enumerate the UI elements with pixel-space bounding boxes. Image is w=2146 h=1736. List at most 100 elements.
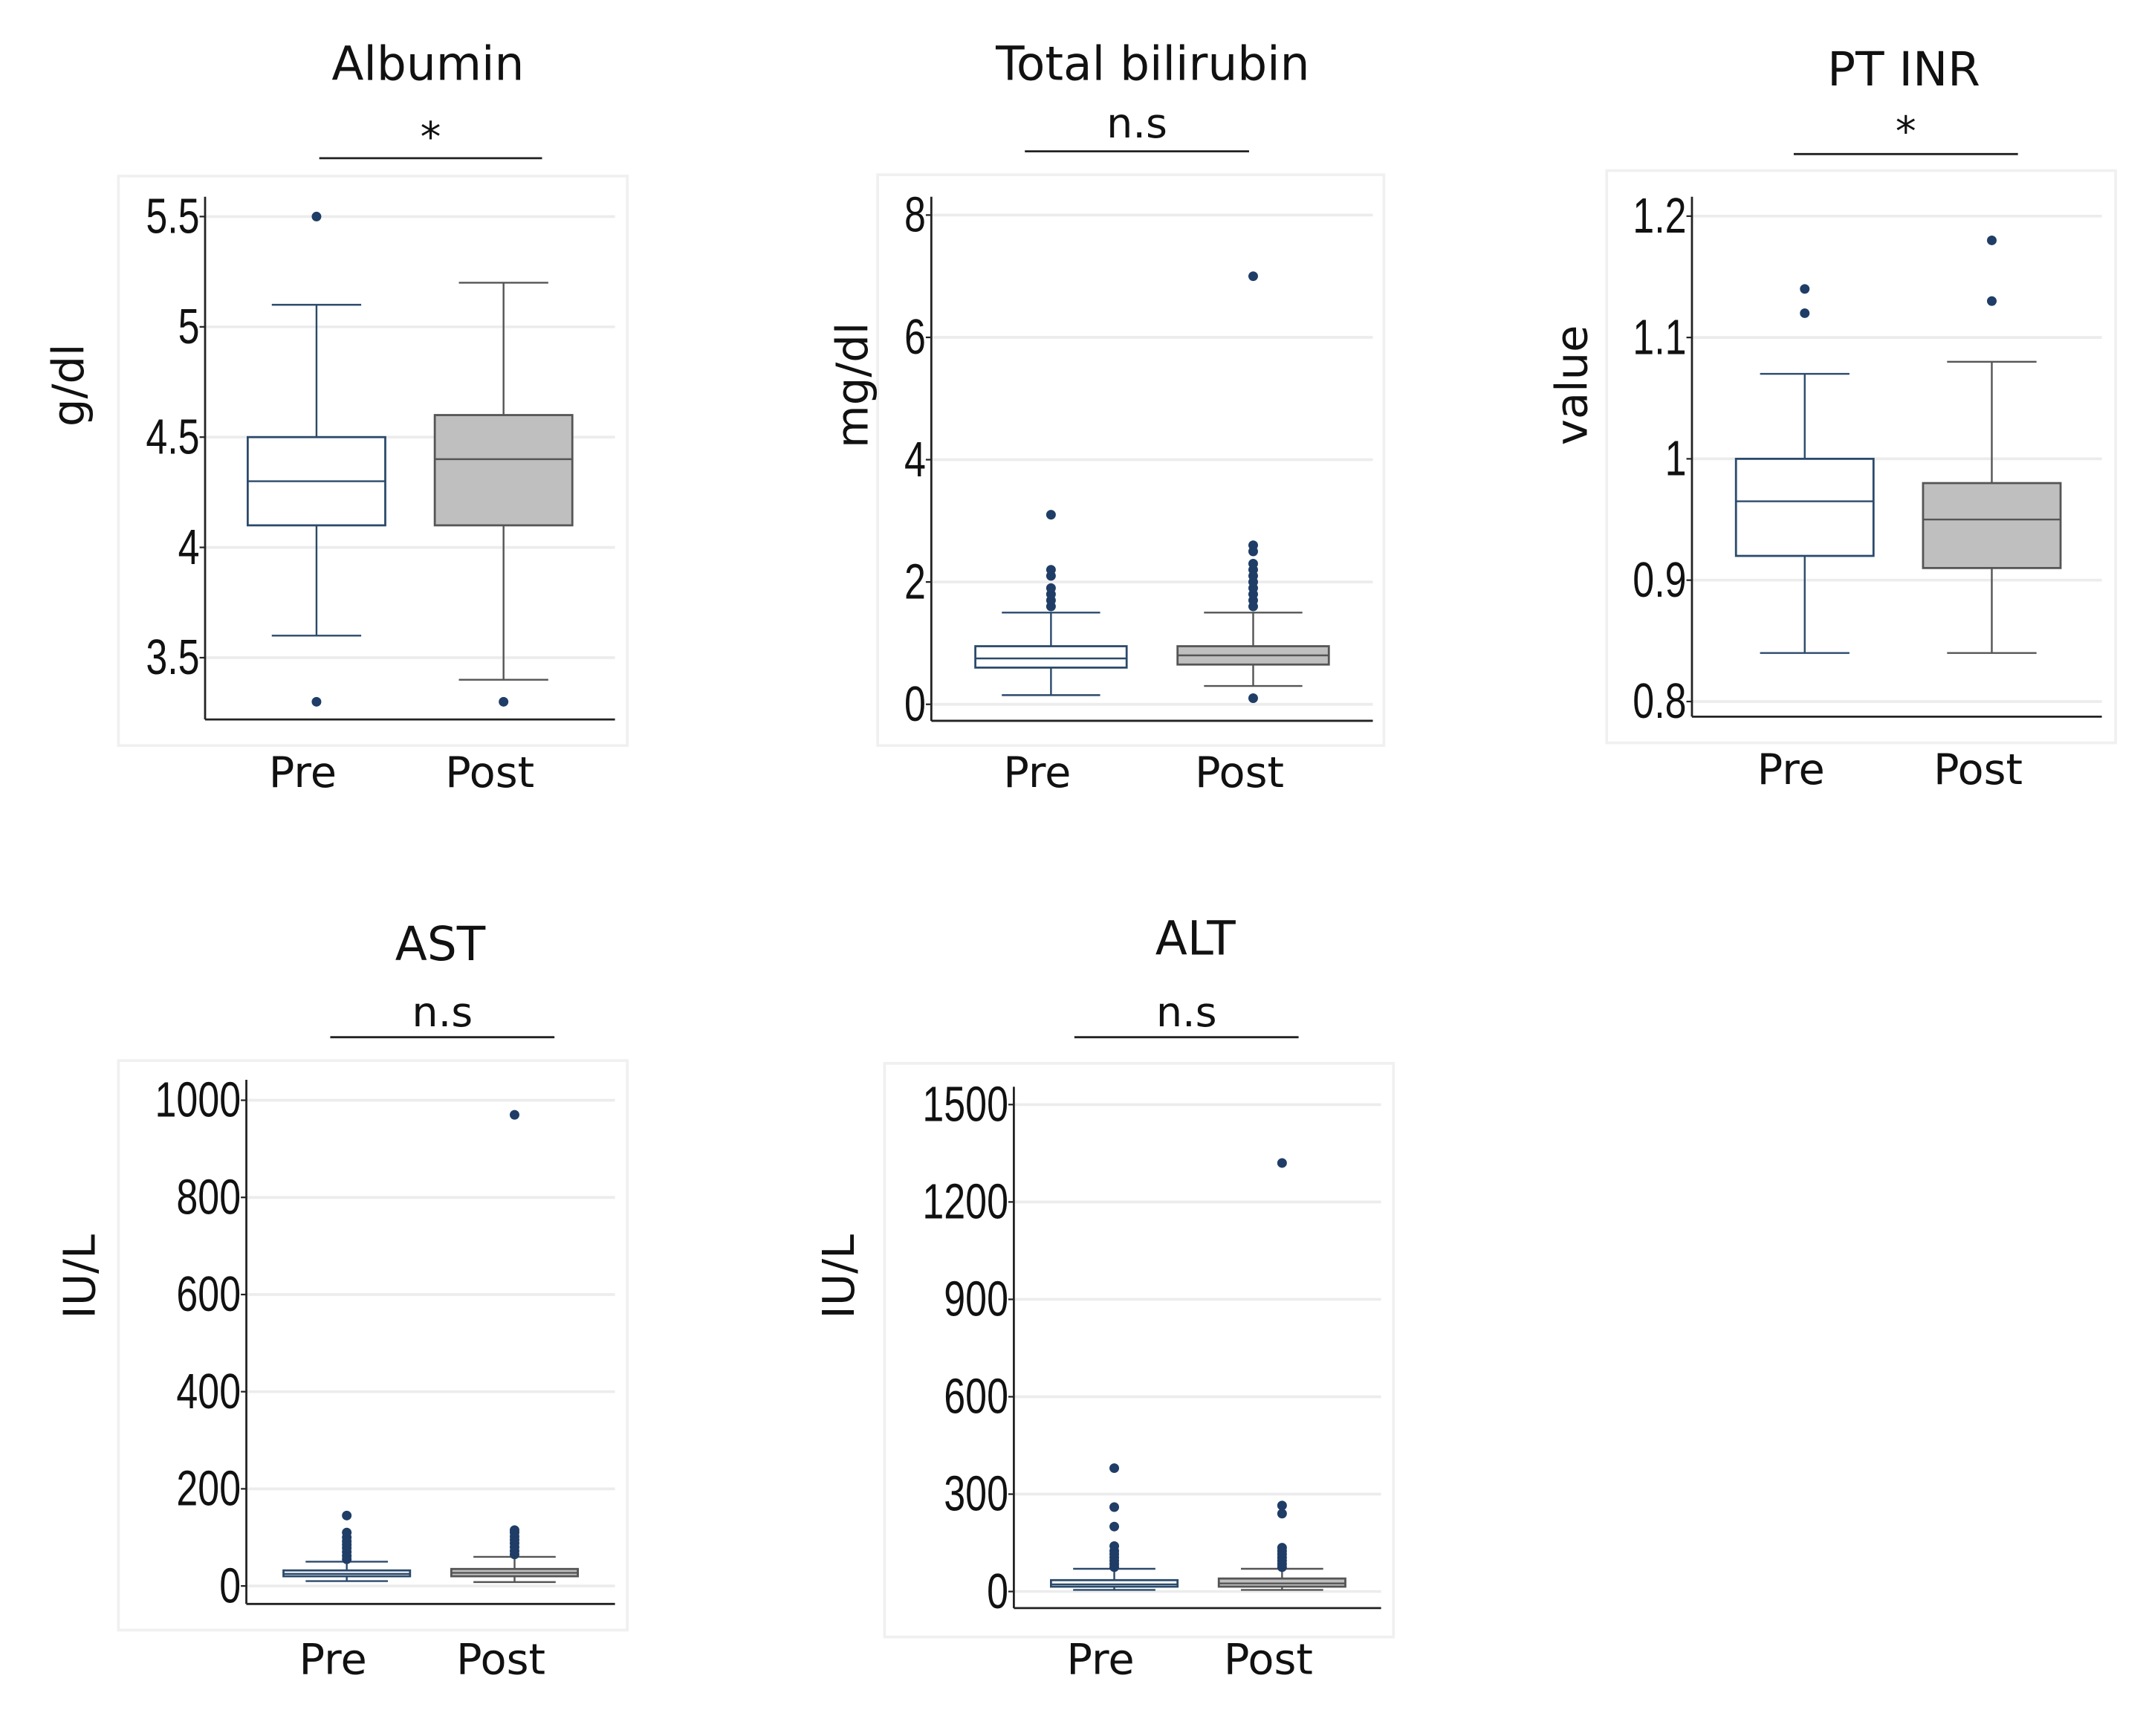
outlier-point [1277, 1500, 1287, 1511]
outlier-point [510, 1525, 519, 1535]
y-tick-label: 5 [178, 299, 200, 354]
y-tick-label: 900 [944, 1271, 1008, 1327]
outlier-point [311, 696, 322, 707]
y-tick-label: 1.1 [1633, 309, 1686, 365]
outlier-point [1277, 1543, 1287, 1553]
iqr-box [1734, 458, 1875, 557]
panel-albumin: Albumin * g/dl 3.5 4 4.5 5 5.5 Pre Post [43, 36, 629, 797]
outlier-point [1109, 1502, 1120, 1512]
iqr-box [974, 645, 1128, 669]
outlier-point [1046, 510, 1056, 520]
y-tick-label: 5.5 [146, 188, 199, 244]
outlier-point [1109, 1541, 1120, 1551]
chart-title: ALT [1155, 912, 1236, 966]
box-post [1176, 271, 1330, 703]
y-axis-label: value [1546, 325, 1598, 445]
x-tick-label: Pre [1066, 1635, 1134, 1685]
outlier-point [311, 211, 322, 221]
outlier-point [342, 1527, 352, 1538]
box-pre [1734, 284, 1875, 654]
box-pre [282, 1510, 412, 1582]
y-tick-label: 3.5 [146, 629, 199, 685]
y-tick-label: 4 [904, 432, 926, 488]
outlier-point [1248, 558, 1258, 569]
outlier-point [1046, 565, 1056, 575]
outlier-point [1277, 1158, 1287, 1168]
outlier-point [1248, 693, 1258, 703]
y-tick-label: 800 [176, 1169, 241, 1225]
significance-label: n.s [412, 988, 473, 1037]
x-tick-label: Pre [1757, 745, 1825, 794]
box-post [450, 1110, 580, 1584]
outlier-point [1987, 236, 1997, 245]
significance-label: * [1896, 108, 1916, 156]
y-tick-label: 600 [176, 1266, 241, 1322]
box-post [1217, 1158, 1346, 1591]
significance-label: * [421, 114, 441, 162]
significance-label: n.s [1156, 988, 1217, 1037]
y-tick-label: 1200 [922, 1173, 1008, 1229]
panel-frame [117, 1059, 629, 1632]
chart-title: Albumin [331, 36, 524, 91]
panel-frame [883, 1061, 1395, 1639]
outlier-point [1248, 540, 1258, 551]
y-tick-label: 300 [944, 1466, 1008, 1522]
iqr-box [433, 414, 574, 527]
y-tick-label: 200 [176, 1460, 241, 1516]
y-tick-label: 4 [178, 519, 200, 575]
y-tick-label: 400 [176, 1364, 241, 1419]
panel-total-bilirubin: Total bilirubin n.s mg/dl 0 2 4 6 8 Pre Post [827, 36, 1386, 797]
panel-pt-inr: PT INR * value 0.8 0.9 1 1.1 1.2 Pre Post [1546, 42, 2117, 794]
y-axis-label: mg/dl [827, 323, 878, 448]
outlier-point [1109, 1521, 1120, 1532]
y-tick-label: 4.5 [146, 409, 199, 464]
outlier-point [1248, 271, 1258, 282]
chart-title: AST [395, 917, 486, 971]
y-tick-label: 600 [944, 1368, 1008, 1424]
y-axis-label: IU/L [813, 1234, 864, 1319]
x-tick-label: Pre [1003, 748, 1071, 797]
outlier-point [1109, 1463, 1120, 1474]
box-pre [974, 510, 1128, 696]
x-tick-label: Post [1195, 748, 1284, 797]
panel-ast: AST n.s IU/L 0 200 400 600 800 1000 Pre Post [54, 917, 629, 1685]
x-tick-label: Post [445, 748, 534, 797]
y-tick-label: 1.2 [1633, 188, 1686, 244]
outlier-point [1800, 284, 1810, 294]
y-tick-label: 6 [904, 309, 926, 365]
significance-label: n.s [1106, 100, 1167, 148]
chart-title: PT INR [1827, 42, 1980, 97]
y-axis-label: IU/L [54, 1234, 105, 1319]
y-axis-label: g/dl [43, 343, 94, 427]
box-pre [1049, 1463, 1179, 1591]
y-tick-label: 0.8 [1633, 673, 1686, 729]
x-tick-label: Pre [299, 1635, 367, 1685]
y-tick-label: 0.9 [1633, 552, 1686, 608]
x-tick-label: Post [1224, 1635, 1313, 1685]
outlier-point [510, 1110, 519, 1120]
panel-frame [876, 173, 1386, 748]
box-post [433, 282, 574, 707]
box-post [1922, 236, 2062, 654]
panel-frame [1605, 169, 2117, 745]
outlier-point [342, 1510, 352, 1520]
y-tick-label: 8 [904, 187, 926, 242]
y-tick-label: 2 [904, 554, 926, 609]
outlier-point [1046, 583, 1056, 593]
outlier-point [499, 696, 509, 707]
y-tick-label: 0 [219, 1558, 241, 1613]
panel-frame [117, 175, 629, 748]
iqr-box [1049, 1578, 1179, 1588]
chart-title: Total bilirubin [995, 36, 1309, 91]
x-tick-label: Pre [269, 748, 337, 797]
outlier-point [1987, 296, 1997, 306]
y-tick-label: 1500 [922, 1076, 1008, 1132]
y-tick-label: 1000 [155, 1072, 241, 1128]
y-tick-label: 0 [987, 1564, 1008, 1619]
y-tick-label: 1 [1665, 430, 1687, 486]
x-tick-label: Post [456, 1635, 545, 1685]
box-pre [246, 211, 386, 707]
y-tick-label: 0 [904, 676, 926, 732]
outlier-point [1800, 308, 1810, 318]
